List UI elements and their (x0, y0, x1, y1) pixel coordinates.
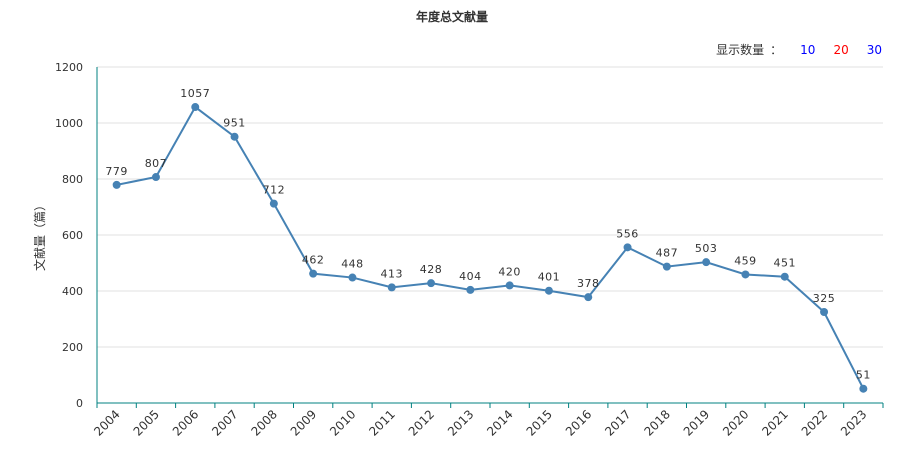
x-tick-label: 2006 (170, 407, 201, 438)
x-tick-label: 2018 (641, 407, 672, 438)
data-label: 779 (105, 165, 128, 178)
data-label: 420 (498, 265, 521, 278)
data-label: 556 (616, 227, 639, 240)
data-label: 448 (341, 258, 364, 271)
x-tick-label: 2010 (327, 407, 358, 438)
x-tick-label: 2008 (248, 407, 279, 438)
x-tick-label: 2004 (91, 407, 122, 438)
data-label: 951 (223, 117, 246, 130)
count-option-30[interactable]: 30 (866, 42, 882, 57)
data-label: 487 (656, 247, 679, 260)
data-label: 404 (459, 270, 482, 283)
data-point (584, 293, 593, 302)
data-label: 712 (263, 184, 286, 197)
axes: 0 200 400 600 800 1000 1200 2004 2005 2006 2007 200… (55, 61, 884, 439)
data-point (859, 384, 868, 393)
data-point (230, 132, 239, 141)
series-total-literature: 779 807 1057 951 712 462 448 413 428 404 420 401 378… (105, 87, 870, 393)
data-label: 413 (381, 267, 404, 280)
x-tick-label: 2014 (484, 407, 515, 438)
count-option-10[interactable]: 10 (800, 42, 816, 57)
data-label: 428 (420, 263, 443, 276)
data-point (623, 243, 632, 252)
display-count-colon: ： (770, 43, 783, 57)
data-point (151, 173, 160, 182)
data-point (309, 269, 318, 278)
data-point (387, 283, 396, 292)
display-count-selector: 显示数量 ： 10 20 30 (716, 41, 882, 58)
x-tick-label: 2019 (681, 407, 712, 438)
y-tick-label: 1200 (55, 61, 83, 74)
data-label: 401 (538, 271, 561, 284)
y-tick-label: 0 (76, 397, 83, 410)
data-point (348, 273, 357, 282)
data-point (544, 286, 553, 295)
x-tick-label: 2021 (759, 407, 790, 438)
data-label: 1057 (180, 87, 210, 100)
x-tick-label: 2012 (406, 407, 437, 438)
data-point (191, 103, 200, 112)
data-point (505, 281, 514, 290)
x-tick-label: 2007 (209, 407, 240, 438)
data-label: 503 (695, 242, 718, 255)
data-point (427, 279, 436, 288)
count-option-20[interactable]: 20 (833, 42, 849, 57)
y-tick-label: 200 (62, 341, 83, 354)
data-label: 51 (856, 369, 871, 382)
data-label: 462 (302, 254, 325, 267)
data-point (741, 270, 750, 279)
data-label: 325 (813, 292, 836, 305)
x-tick-label: 2009 (288, 407, 319, 438)
data-point (820, 308, 829, 316)
y-tick-label: 800 (62, 173, 83, 186)
data-point (780, 272, 789, 281)
series-line (116, 105, 865, 390)
y-tick-label: 600 (62, 229, 83, 242)
x-tick-label: 2020 (720, 407, 751, 438)
x-tick-label: 2013 (445, 407, 476, 438)
y-tick-label: 400 (62, 285, 83, 298)
x-tick-label: 2015 (524, 407, 555, 438)
y-tick-label: 1000 (55, 117, 83, 130)
x-tick-label: 2017 (602, 407, 633, 438)
display-count-label: 显示数量 (716, 43, 765, 57)
data-point (702, 258, 711, 267)
chart-title: 年度总文献量 (415, 10, 488, 24)
data-point (466, 285, 475, 294)
x-tick-label: 2011 (366, 407, 397, 438)
data-point (269, 199, 278, 208)
data-label: 807 (145, 157, 168, 170)
x-tick-label: 2022 (799, 407, 830, 438)
y-axis-title: 文献量（篇） (32, 199, 47, 271)
x-tick-label: 2005 (131, 407, 162, 438)
x-tick-label: 2016 (563, 407, 594, 438)
x-tick-label: 2023 (838, 407, 869, 438)
data-label: 451 (774, 257, 797, 270)
data-point (662, 262, 671, 271)
data-point (112, 180, 121, 189)
data-label: 459 (734, 254, 757, 267)
data-label: 378 (577, 277, 600, 290)
gridlines (97, 66, 883, 348)
